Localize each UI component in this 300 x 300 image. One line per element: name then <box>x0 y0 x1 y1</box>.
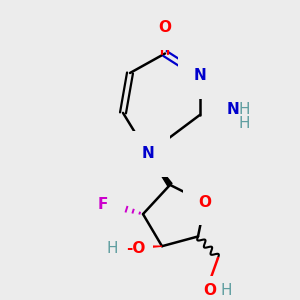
Text: O: O <box>158 20 172 35</box>
Text: H: H <box>238 116 250 131</box>
Polygon shape <box>120 246 162 250</box>
Text: O: O <box>199 195 212 210</box>
Polygon shape <box>148 154 172 186</box>
Text: F: F <box>98 197 108 212</box>
Text: H: H <box>106 241 118 256</box>
Text: H: H <box>238 103 250 118</box>
Text: N: N <box>227 103 240 118</box>
Text: H: H <box>220 283 232 298</box>
Text: N: N <box>194 68 206 83</box>
Text: -O: -O <box>126 241 146 256</box>
Text: N: N <box>142 146 154 161</box>
Text: O: O <box>203 283 217 298</box>
